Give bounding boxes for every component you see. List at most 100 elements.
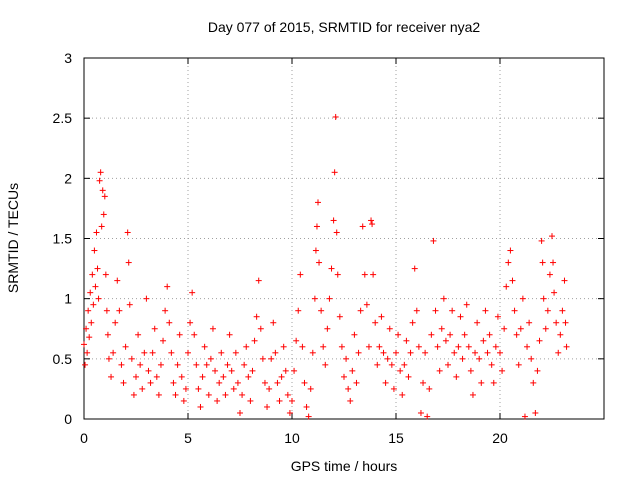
- data-point: [351, 331, 358, 338]
- data-point: [345, 385, 352, 392]
- data-point: [536, 337, 543, 344]
- data-point: [526, 319, 533, 326]
- y-tick-label: 2: [64, 170, 72, 186]
- data-point: [116, 307, 123, 314]
- data-point: [386, 325, 393, 332]
- data-point: [297, 271, 304, 278]
- data-point: [120, 379, 127, 386]
- data-point: [128, 355, 135, 362]
- data-point: [272, 349, 279, 356]
- data-point: [270, 319, 277, 326]
- data-point: [551, 289, 558, 296]
- data-point: [519, 295, 526, 302]
- data-point: [195, 385, 202, 392]
- data-point: [243, 343, 250, 350]
- data-point: [318, 307, 325, 314]
- data-point: [521, 413, 528, 420]
- data-point: [403, 337, 410, 344]
- data-point: [99, 187, 106, 194]
- x-tick-label: 15: [388, 430, 404, 446]
- data-point: [264, 403, 271, 410]
- data-point: [289, 397, 295, 404]
- data-point: [282, 367, 289, 374]
- data-point: [293, 337, 300, 344]
- data-point: [118, 361, 125, 368]
- data-point: [555, 349, 562, 356]
- data-point: [457, 313, 464, 320]
- data-point: [415, 343, 422, 350]
- data-point: [320, 343, 327, 350]
- data-point: [185, 349, 191, 356]
- data-point: [178, 373, 185, 380]
- data-point: [94, 265, 101, 272]
- data-point: [542, 325, 549, 332]
- data-point: [85, 307, 92, 314]
- data-point: [299, 343, 306, 350]
- data-point: [365, 343, 372, 350]
- data-point: [497, 349, 503, 356]
- data-point: [513, 331, 520, 338]
- data-point: [363, 301, 370, 308]
- data-point: [438, 325, 445, 332]
- data-point: [228, 367, 235, 374]
- data-point: [328, 265, 335, 272]
- y-tick-labels: 0 0.5 1 1.5 2 2.5 3: [53, 50, 73, 427]
- data-point: [286, 409, 293, 416]
- data-point: [353, 379, 360, 386]
- data-point: [193, 361, 200, 368]
- data-point: [409, 319, 416, 326]
- data-point: [546, 271, 553, 278]
- data-point: [88, 319, 95, 326]
- data-point: [253, 313, 260, 320]
- data-point: [257, 325, 264, 332]
- data-point: [268, 355, 275, 362]
- data-point: [505, 259, 512, 266]
- x-tick-label: 10: [284, 430, 300, 446]
- data-point: [255, 277, 262, 284]
- data-point: [312, 247, 319, 254]
- data-point: [278, 373, 285, 380]
- data-point: [226, 331, 233, 338]
- data-point: [476, 355, 483, 362]
- data-point: [378, 313, 385, 320]
- data-point: [465, 343, 472, 350]
- data-point: [461, 331, 468, 338]
- data-point: [147, 379, 154, 386]
- y-tick-label: 1.5: [53, 231, 73, 247]
- data-point: [313, 223, 320, 230]
- data-point: [87, 289, 94, 296]
- data-point: [445, 361, 451, 368]
- data-point: [334, 271, 341, 278]
- data-point: [153, 373, 160, 380]
- data-point: [369, 221, 376, 228]
- data-point: [126, 301, 133, 308]
- data-point: [135, 331, 142, 338]
- data-point: [110, 349, 117, 356]
- data-point: [180, 397, 187, 404]
- data-point: [399, 391, 406, 398]
- y-tick-label: 2.5: [53, 110, 73, 126]
- data-point: [170, 379, 177, 386]
- data-point: [162, 307, 169, 314]
- data-point: [97, 169, 104, 176]
- data-point: [553, 319, 560, 326]
- data-point: [544, 307, 551, 314]
- data-point: [259, 355, 266, 362]
- data-point: [472, 349, 479, 356]
- data-point: [359, 223, 366, 230]
- data-point: [336, 313, 343, 320]
- data-point: [499, 367, 506, 374]
- data-point: [203, 361, 210, 368]
- data-point: [388, 361, 395, 368]
- data-point: [103, 307, 110, 314]
- data-point: [451, 349, 458, 356]
- data-point: [90, 301, 97, 308]
- data-point: [459, 355, 466, 362]
- data-point: [422, 349, 429, 356]
- data-point: [550, 259, 557, 266]
- data-point: [239, 391, 246, 398]
- x-axis-label: GPS time / hours: [291, 458, 398, 474]
- data-point: [557, 331, 564, 338]
- data-point: [355, 349, 362, 356]
- data-point: [280, 343, 287, 350]
